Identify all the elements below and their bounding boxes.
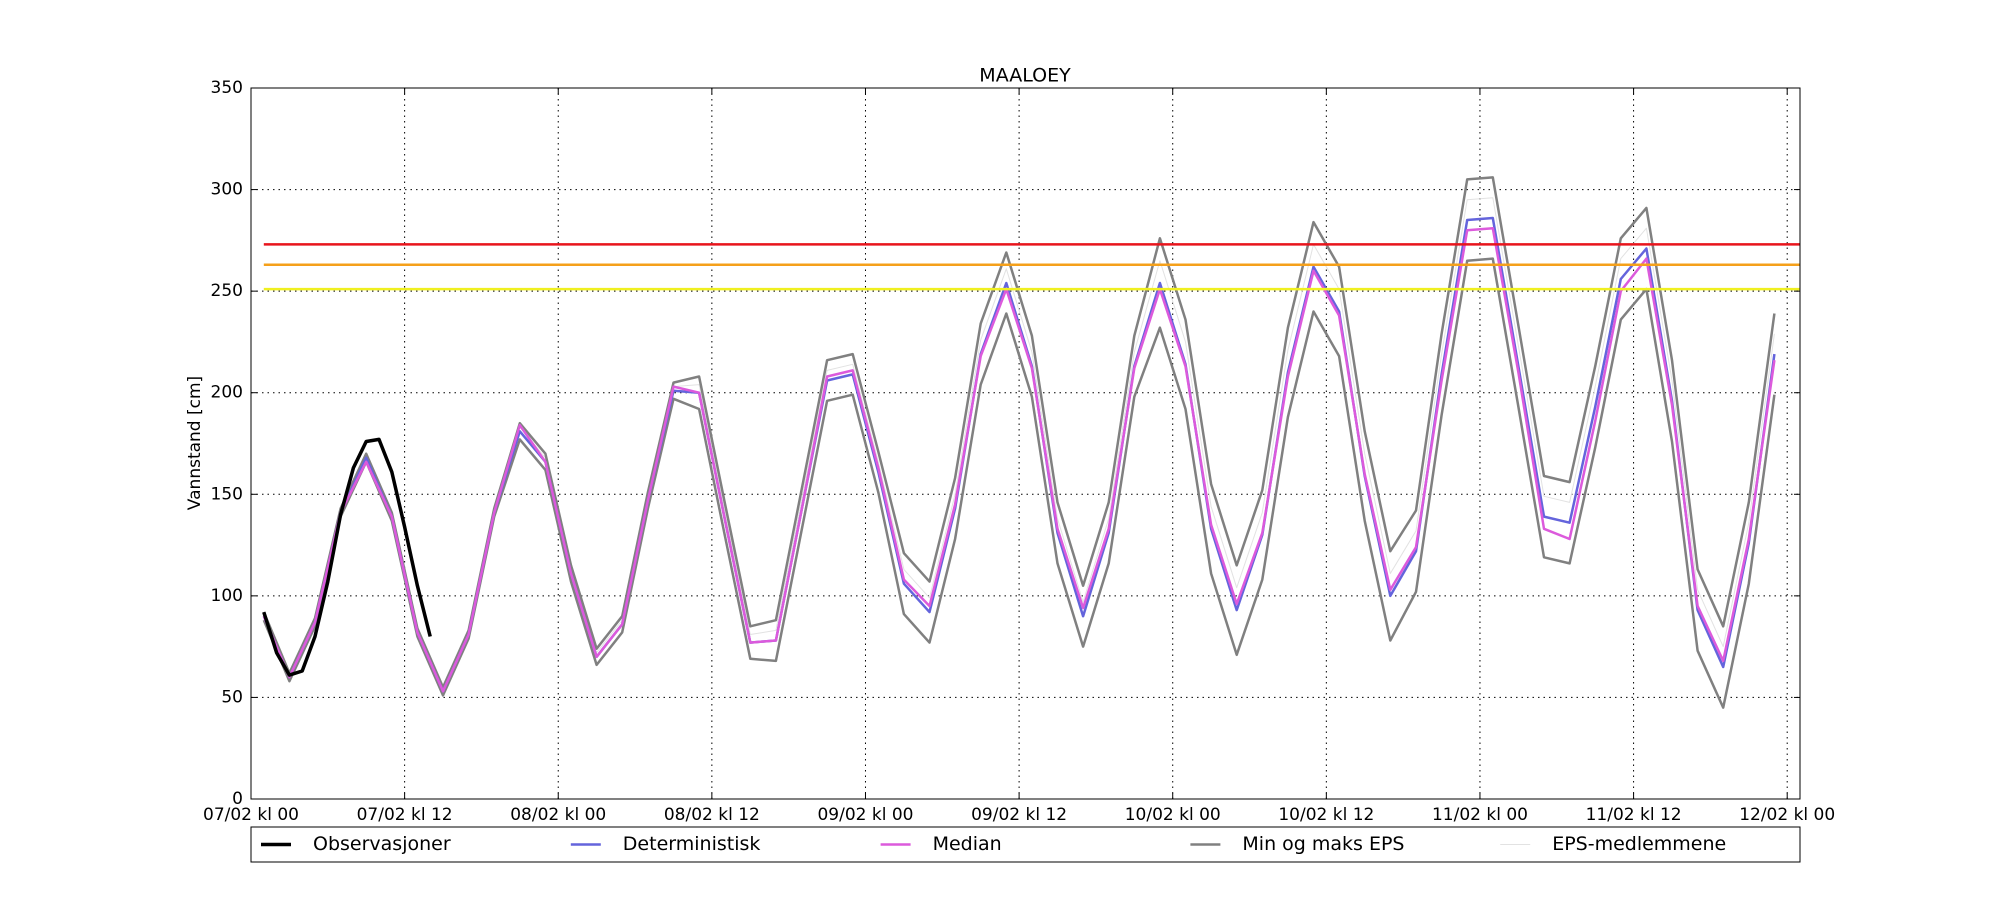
x-tick-label: 11/02 kl 12 [1586, 805, 1682, 825]
legend-label: EPS-medlemmene [1552, 833, 1726, 855]
chart-title: MAALOEY [979, 65, 1071, 87]
y-axis-label: Vannstand [cm] [185, 376, 205, 510]
y-tick-label: 350 [211, 78, 243, 98]
plot-lines [262, 176, 1800, 709]
x-tick-label: 09/02 kl 12 [971, 805, 1067, 825]
legend: Observasjoner Deterministisk Median Min og … [250, 826, 1801, 863]
y-tick-label: 100 [211, 586, 243, 606]
legend-label: Observasjoner [313, 833, 451, 855]
x-tick-label: 10/02 kl 12 [1278, 805, 1374, 825]
x-tick-label: 09/02 kl 00 [817, 805, 913, 825]
x-tick-label: 08/02 kl 00 [510, 805, 606, 825]
x-tick-label: 10/02 kl 00 [1125, 805, 1221, 825]
x-tick-label: 07/02 kl 12 [357, 805, 453, 825]
y-tick-label: 0 [232, 789, 243, 809]
axes: 0 50 100 150 200 250 300 350 07/02 kl 00 07/02 kl… [203, 78, 1835, 825]
plot-frame [250, 87, 1801, 800]
y-tick-label: 300 [211, 180, 243, 200]
legend-label: Deterministisk [623, 833, 761, 855]
y-tick-label: 200 [211, 383, 243, 403]
x-tick-label: 07/02 kl 00 [203, 805, 299, 825]
series-line [262, 226, 1776, 693]
legend-box [250, 826, 1801, 863]
series-line [262, 257, 1776, 709]
x-tick-label: 11/02 kl 00 [1432, 805, 1528, 825]
y-tick-label: 50 [221, 687, 243, 707]
series-line [262, 437, 432, 677]
x-tick-label: 08/02 kl 12 [664, 805, 760, 825]
legend-label: Min og maks EPS [1242, 833, 1404, 855]
x-tick-label: 12/02 kl 00 [1739, 805, 1835, 825]
y-tick-label: 250 [211, 281, 243, 301]
y-tick-label: 150 [211, 484, 243, 504]
legend-label: Median [933, 833, 1002, 855]
